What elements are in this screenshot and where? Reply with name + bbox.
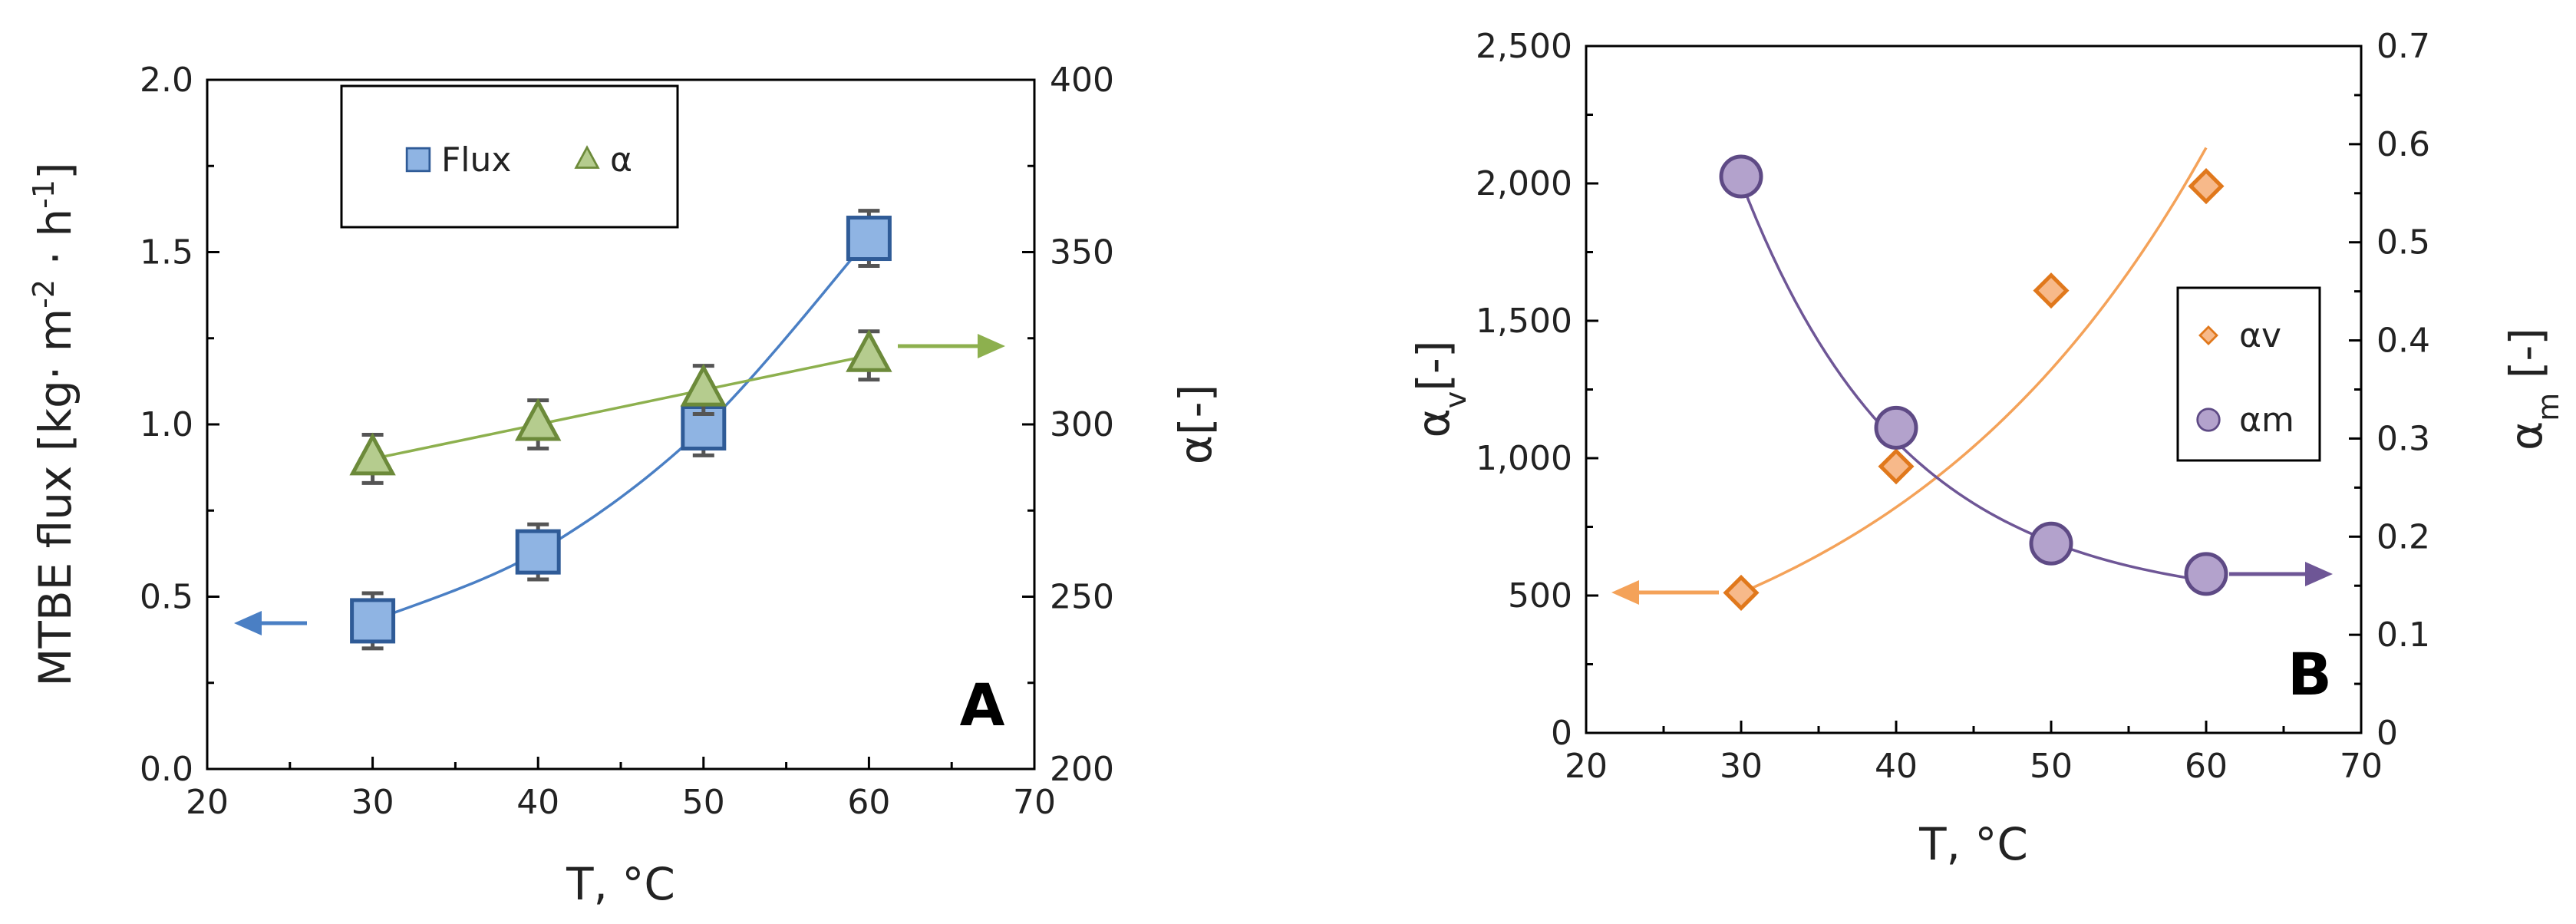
axis-pointer-arrow-head — [234, 611, 262, 635]
y-left-tick-label: 2,000 — [1476, 164, 1572, 203]
y-right-tick-label: 350 — [1050, 233, 1114, 272]
x-axis-title: T, °C — [566, 858, 675, 910]
data-point — [680, 363, 727, 407]
legend-label: αv — [2239, 316, 2281, 355]
legend: αv αm — [2176, 286, 2321, 462]
data-point — [846, 216, 892, 262]
y-left-tick-label: 1,500 — [1476, 302, 1572, 341]
x-tick-label: 70 — [1013, 783, 1056, 822]
x-tick-label: 50 — [682, 783, 725, 822]
data-point — [846, 328, 892, 372]
legend-marker — [2196, 408, 2221, 432]
legend-marker — [405, 147, 431, 173]
y-right-tick-label: 0.2 — [2376, 517, 2430, 556]
series-first — [350, 209, 892, 651]
series-first — [1723, 147, 2225, 611]
axis-title-part: α — [1407, 408, 1460, 437]
fit-line — [371, 243, 866, 622]
x-tick-label: 20 — [1565, 747, 1608, 786]
data-point — [1878, 448, 1915, 485]
data-point — [515, 529, 561, 575]
x-tick-label: 40 — [516, 783, 559, 822]
y-right-tick-label: 300 — [1050, 405, 1114, 444]
axis-pointer-arrow-head — [1611, 580, 1639, 605]
panel-label: A — [960, 671, 1005, 739]
y-right-tick-label: 0.1 — [2376, 615, 2430, 655]
y-right-axis-title: α[-] — [1169, 384, 1222, 464]
x-tick-label: 60 — [2185, 747, 2228, 786]
y-right-tick-label: 0.6 — [2376, 125, 2430, 164]
y-right-tick-label: 200 — [1050, 750, 1114, 789]
legend: Flux α — [340, 84, 679, 229]
series-second — [349, 328, 892, 485]
data-point — [2033, 272, 2070, 309]
axis-title-script: m — [2531, 393, 2565, 421]
axis-title-part: · h — [29, 209, 81, 279]
axis-title-part: MTBE flux [kg· m — [29, 309, 81, 687]
y-left-tick-label: 500 — [1508, 576, 1572, 615]
y-right-tick-label: 250 — [1050, 578, 1114, 617]
y-right-tick-label: 0.7 — [2376, 27, 2430, 66]
data-point — [1723, 574, 1760, 611]
data-point — [1874, 405, 1918, 450]
y-left-tick-label: 1.0 — [140, 405, 193, 444]
data-point — [515, 398, 562, 441]
y-left-axis-title: MTBE flux [kg· m-2 · h-1] — [27, 162, 81, 686]
legend-marker — [574, 145, 600, 169]
data-point — [1719, 154, 1763, 199]
y-right-tick-label: 0.4 — [2376, 322, 2430, 361]
axis-title-part: [-] — [1407, 341, 1460, 391]
legend-label: αm — [2239, 401, 2294, 440]
y-right-tick-label: 0 — [2376, 714, 2398, 753]
series-second — [1719, 154, 2228, 596]
y-left-tick-label: 1,000 — [1476, 439, 1572, 478]
axis-title-part: α — [2500, 421, 2552, 450]
axis-title-part: ] — [29, 162, 81, 180]
y-left-tick-label: 0 — [1551, 714, 1572, 753]
y-left-tick-label: 1.5 — [140, 233, 193, 272]
data-point — [2184, 552, 2228, 596]
y-left-tick-label: 2.0 — [140, 61, 193, 100]
axis-title-script: -2 — [27, 279, 61, 309]
x-tick-label: 30 — [1720, 747, 1763, 786]
x-tick-label: 40 — [1875, 747, 1918, 786]
panel-label: B — [2287, 640, 2332, 708]
x-tick-label: 60 — [847, 783, 890, 822]
y-left-tick-label: 0.5 — [140, 578, 193, 617]
chart-panel-a: 20 30 40 50 60 70 0.0 0.5 1.0 1.5 2.0 200 250 300 350 4… — [27, 61, 1222, 910]
y-right-tick-label: 0.3 — [2376, 419, 2430, 458]
fit-line — [1740, 180, 2207, 582]
axis-pointer-arrow-head — [978, 334, 1005, 358]
x-axis-title: T, °C — [1918, 818, 2028, 870]
chart-panel-b: 20 30 40 50 60 7005001,0001,5002,0002,50000.1… — [1407, 27, 2565, 870]
axis-title-script: v — [1439, 391, 1473, 409]
y-left-tick-label: 0.0 — [140, 750, 193, 789]
x-tick-label: 20 — [186, 783, 229, 822]
x-tick-label: 50 — [2030, 747, 2073, 786]
axis-title-script: -1 — [27, 180, 61, 209]
x-tick-label: 30 — [351, 783, 394, 822]
fit-line — [1740, 147, 2208, 595]
data-point — [350, 598, 396, 644]
data-point — [2029, 521, 2073, 566]
x-tick-label: 70 — [2340, 747, 2383, 786]
legend-box — [340, 84, 679, 229]
y-left-tick-label: 2,500 — [1476, 27, 1572, 66]
axis-title-part: [-] — [2500, 328, 2552, 393]
legend-label: α — [610, 140, 632, 180]
legend-label: Flux — [441, 140, 511, 180]
data-point — [349, 432, 396, 476]
y-right-axis-title: αm [-] — [2500, 328, 2565, 450]
axis-pointer-arrow-head — [2305, 562, 2333, 586]
y-right-tick-label: 400 — [1050, 61, 1114, 100]
y-left-axis-title: αv[-] — [1407, 341, 1473, 438]
legend-box — [2176, 286, 2321, 462]
y-right-tick-label: 0.5 — [2376, 223, 2430, 262]
legend-marker — [2198, 325, 2218, 345]
data-point — [2188, 168, 2225, 205]
fit-line — [372, 355, 865, 460]
